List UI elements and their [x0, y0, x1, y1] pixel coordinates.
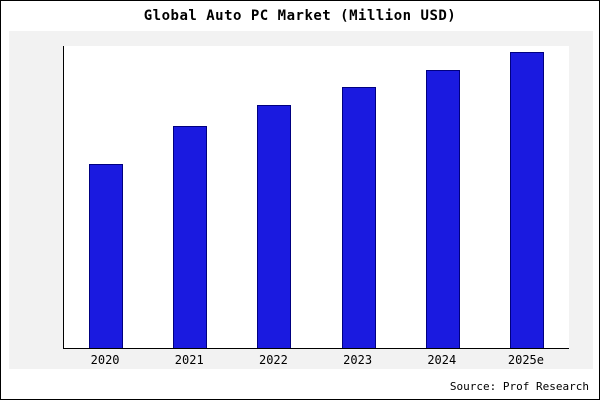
source-credit: Source: Prof Research [449, 380, 589, 393]
bar-2025e [509, 51, 544, 348]
bar-2021 [173, 125, 208, 348]
bar-2023 [341, 87, 376, 348]
bar-2022 [257, 105, 292, 348]
bar-slot [232, 46, 316, 348]
plot-area [63, 46, 569, 349]
x-tick-label-2023: 2023 [343, 353, 373, 367]
bars-container [64, 46, 569, 348]
bar-slot [317, 46, 401, 348]
bar-2020 [89, 164, 124, 348]
x-axis-labels: 2020 2021 2022 2023 2024 2025e [63, 353, 568, 367]
chart-title: Global Auto PC Market (Million USD) [143, 8, 457, 24]
bar-2024 [425, 69, 460, 348]
bar-slot [148, 46, 232, 348]
x-tick-label-2022: 2022 [258, 353, 288, 367]
bar-slot [485, 46, 569, 348]
chart-panel: 2020 2021 2022 2023 2024 2025e [9, 31, 593, 369]
x-tick-label-2020: 2020 [90, 353, 120, 367]
x-tick-label-2021: 2021 [174, 353, 204, 367]
bar-slot [64, 46, 148, 348]
x-tick-label-2025e: 2025e [507, 353, 544, 367]
x-tick-label-2024: 2024 [427, 353, 457, 367]
bar-slot [401, 46, 485, 348]
